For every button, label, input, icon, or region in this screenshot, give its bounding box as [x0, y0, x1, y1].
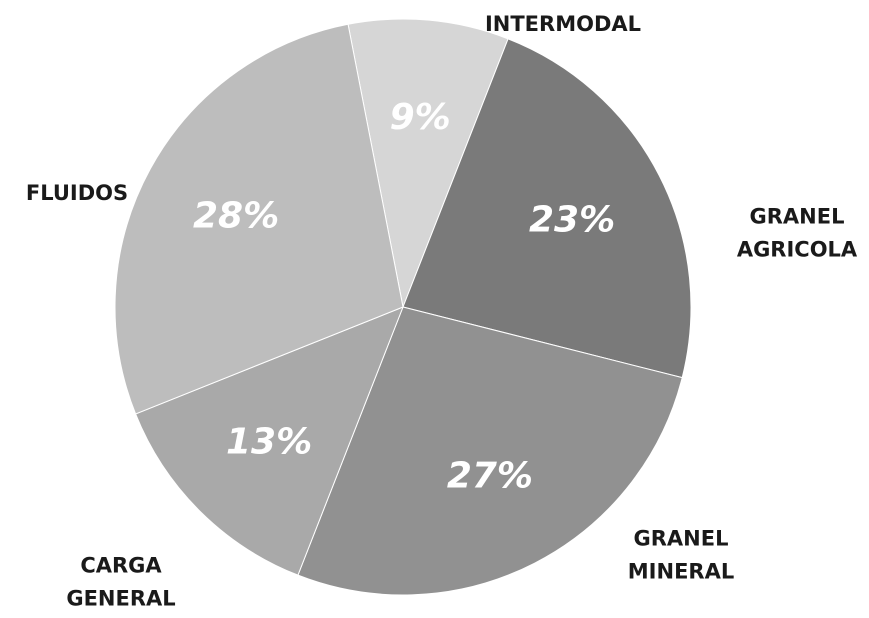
category-label-granel-mineral-line1: GRANEL — [634, 527, 729, 551]
pie-slice-carga-general — [134, 306, 404, 576]
data-label-granel-agricola: 23% — [529, 200, 615, 241]
pie-slice-granel-agricola — [402, 38, 692, 379]
data-label-granel-mineral: 27% — [447, 456, 533, 497]
category-label-granel-mineral-line2: MINERAL — [628, 560, 734, 584]
category-label-granel-agricola-line2: AGRICOLA — [737, 238, 858, 262]
data-label-carga-general: 13% — [226, 421, 312, 462]
pie-slice-intermodal — [347, 18, 509, 309]
category-label-carga-general-line1: CARGA — [80, 554, 162, 578]
category-label-granel-agricola-line1: GRANEL — [750, 205, 845, 229]
percentage-labels: 9% 23% 27% 13% 28% — [193, 97, 615, 496]
pie-slice-fluidos — [114, 23, 404, 415]
data-label-intermodal: 9% — [390, 97, 451, 138]
pie-slice-granel-mineral — [297, 306, 683, 596]
category-label-fluidos-line1: FLUIDOS — [26, 181, 128, 205]
category-label-carga-general-line2: GENERAL — [66, 587, 175, 611]
pie-slices — [114, 18, 692, 596]
category-label-intermodal-line1: INTERMODAL — [485, 12, 641, 36]
data-label-fluidos: 28% — [193, 196, 279, 237]
category-labels: INTERMODAL GRANEL AGRICOLA GRANEL MINERAL CAR… — [26, 12, 858, 611]
